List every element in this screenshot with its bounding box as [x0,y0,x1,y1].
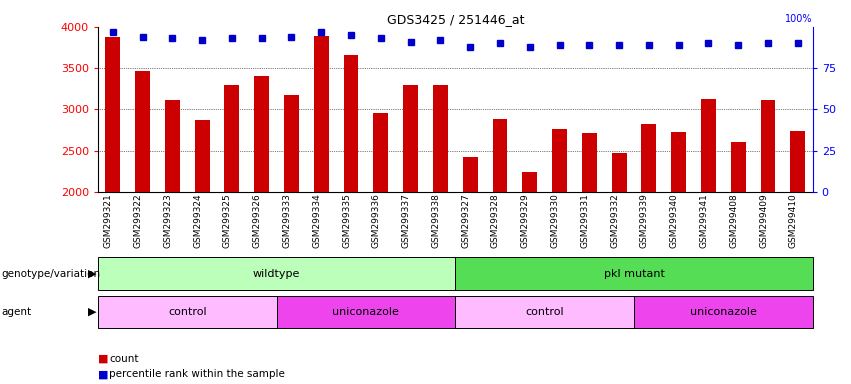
Bar [791,131,805,192]
Text: GSM299333: GSM299333 [283,193,291,248]
Title: GDS3425 / 251446_at: GDS3425 / 251446_at [386,13,524,26]
Bar [314,36,328,192]
Bar [671,132,686,192]
Bar [98,296,277,328]
Bar [642,124,656,192]
Bar [106,37,120,192]
Text: control: control [168,307,207,317]
Text: percentile rank within the sample: percentile rank within the sample [109,369,285,379]
Bar [344,55,358,192]
Text: GSM299341: GSM299341 [700,193,708,248]
Text: count: count [109,354,139,364]
Bar [284,94,299,192]
Bar [403,86,418,192]
Bar [523,172,537,192]
Bar [135,71,150,192]
Text: ■: ■ [98,369,108,379]
Bar [225,86,239,192]
Text: GSM299322: GSM299322 [134,193,143,248]
Bar [634,296,813,328]
Bar [552,129,567,192]
Text: GSM299324: GSM299324 [193,193,203,248]
Bar [433,86,448,192]
Text: GSM299329: GSM299329 [521,193,529,248]
Bar [195,120,209,192]
Bar [612,153,626,192]
Text: GSM299335: GSM299335 [342,193,351,248]
Text: ▶: ▶ [88,268,96,279]
Text: GSM299332: GSM299332 [610,193,619,248]
Text: genotype/variation: genotype/variation [2,268,100,279]
Text: control: control [525,307,564,317]
Text: GSM299321: GSM299321 [104,193,112,248]
Text: GSM299339: GSM299339 [640,193,648,248]
Text: GSM299409: GSM299409 [759,193,768,248]
Text: uniconazole: uniconazole [333,307,399,317]
Text: agent: agent [2,307,31,317]
Text: GSM299331: GSM299331 [580,193,589,248]
Bar [165,100,180,192]
Text: GSM299337: GSM299337 [402,193,410,248]
Text: GSM299338: GSM299338 [431,193,441,248]
Text: GSM299330: GSM299330 [551,193,560,248]
Bar [761,100,775,192]
Bar [582,133,597,192]
Text: GSM299334: GSM299334 [312,193,322,248]
Bar [463,157,477,192]
Bar [455,257,813,290]
Text: GSM299325: GSM299325 [223,193,231,248]
Text: uniconazole: uniconazole [690,307,757,317]
Text: pkl mutant: pkl mutant [603,268,665,279]
Text: 100%: 100% [785,15,813,25]
Bar [277,296,455,328]
Text: GSM299340: GSM299340 [670,193,679,248]
Bar [374,113,388,192]
Bar [493,119,507,192]
Text: ■: ■ [98,354,108,364]
Bar [455,296,634,328]
Text: GSM299408: GSM299408 [729,193,738,248]
Bar [731,142,745,192]
Bar [254,76,269,192]
Text: GSM299327: GSM299327 [461,193,470,248]
Bar [98,257,455,290]
Text: GSM299328: GSM299328 [491,193,500,248]
Text: GSM299326: GSM299326 [253,193,262,248]
Text: wildtype: wildtype [253,268,300,279]
Bar [701,99,716,192]
Text: GSM299323: GSM299323 [163,193,172,248]
Text: ▶: ▶ [88,307,96,317]
Text: GSM299336: GSM299336 [372,193,380,248]
Text: GSM299410: GSM299410 [789,193,798,248]
